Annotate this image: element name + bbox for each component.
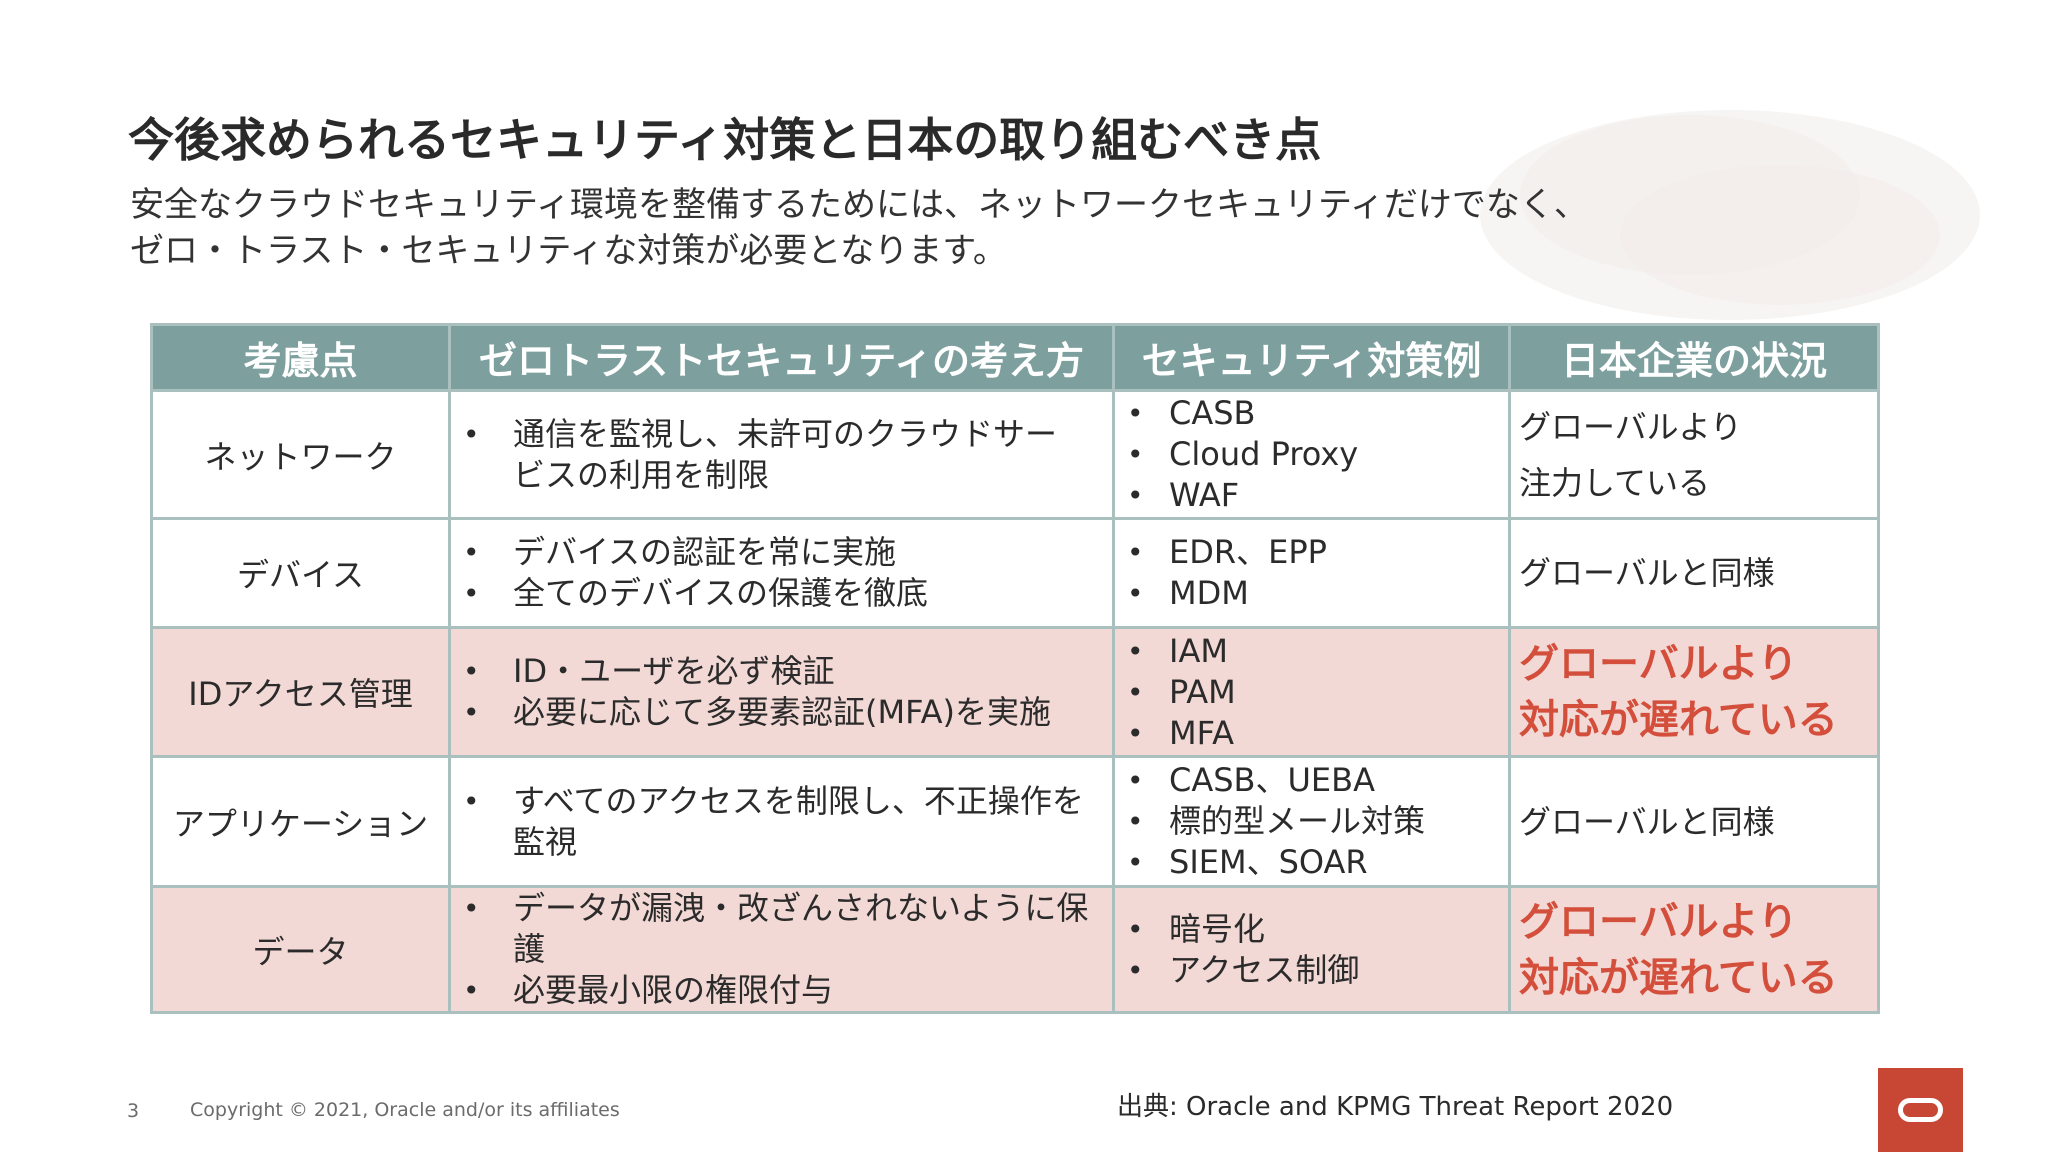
- status-cell: グローバルより 対応が遅れている: [1508, 885, 1880, 1014]
- status-line: グローバルと同様: [1519, 554, 1775, 592]
- status-cell: グローバルと同様: [1508, 517, 1880, 629]
- approach-cell: デバイスの認証を常に実施 全てのデバイスの保護を徹底: [448, 517, 1115, 629]
- status-cell: グローバルより 対応が遅れている: [1508, 626, 1880, 758]
- approach-cell: 通信を監視し、未許可のクラウドサービスの利用を制限: [448, 389, 1115, 520]
- topic-cell: ネットワーク: [150, 389, 451, 520]
- approach-item: 通信を監視し、未許可のクラウドサービスの利用を制限: [459, 414, 1073, 496]
- column-header: 日本企業の状況: [1508, 323, 1880, 392]
- approach-cell: データが漏洩・改ざんされないように保護 必要最小限の権限付与: [448, 885, 1115, 1014]
- example-item: IAM: [1123, 631, 1500, 672]
- approach-item: 必要最小限の権限付与: [459, 970, 1104, 1011]
- page-title: 今後求められるセキュリティ対策と日本の取り組むべき点: [128, 113, 1322, 167]
- decorative-pattern: [1480, 110, 1980, 320]
- oracle-logo-icon: [1878, 1068, 1963, 1152]
- approach-item: 全てのデバイスの保護を徹底: [459, 573, 1104, 614]
- status-cell: グローバルより 注力している: [1508, 389, 1880, 520]
- table-row: データ データが漏洩・改ざんされないように保護 必要最小限の権限付与 暗号化 ア…: [150, 885, 1880, 1014]
- examples-cell: IAM PAM MFA: [1112, 626, 1511, 758]
- status-line: グローバルより: [1519, 641, 1798, 687]
- subtitle-line: ゼロ・トラスト・セキュリティな対策が必要となります。: [130, 231, 1007, 271]
- status-line: グローバルと同様: [1519, 802, 1775, 841]
- example-item: CASB、UEBA: [1123, 760, 1500, 801]
- topic-cell: デバイス: [150, 517, 451, 629]
- table-header-row: 考慮点 ゼロトラストセキュリティの考え方 セキュリティ対策例 日本企業の状況: [150, 323, 1880, 392]
- subtitle-line: 安全なクラウドセキュリティ環境を整備するためには、ネットワークセキュリティだけで…: [130, 185, 1588, 225]
- copyright-text: Copyright © 2021, Oracle and/or its affi…: [190, 1099, 620, 1121]
- topic-cell: アプリケーション: [150, 755, 451, 888]
- column-header: セキュリティ対策例: [1112, 323, 1511, 392]
- examples-cell: 暗号化 アクセス制御: [1112, 885, 1511, 1014]
- security-comparison-table: 考慮点 ゼロトラストセキュリティの考え方 セキュリティ対策例 日本企業の状況 ネ…: [150, 323, 1880, 1014]
- status-line: 注力している: [1519, 463, 1711, 502]
- approach-item: 必要に応じて多要素認証(MFA)を実施: [459, 692, 1104, 733]
- table-row: IDアクセス管理 ID・ユーザを必ず検証 必要に応じて多要素認証(MFA)を実施…: [150, 626, 1880, 758]
- approach-cell: すべてのアクセスを制限し、不正操作を監視: [448, 755, 1115, 888]
- example-item: WAF: [1123, 475, 1500, 516]
- example-item: PAM: [1123, 672, 1500, 713]
- approach-item: デバイスの認証を常に実施: [459, 532, 1104, 573]
- status-line: 対応が遅れている: [1519, 697, 1838, 743]
- status-line: グローバルより: [1519, 407, 1743, 446]
- topic-cell: データ: [150, 885, 451, 1014]
- example-item: SIEM、SOAR: [1123, 842, 1500, 883]
- status-cell: グローバルと同様: [1508, 755, 1880, 888]
- approach-item: すべてのアクセスを制限し、不正操作を監視: [459, 781, 1104, 863]
- approach-item: ID・ユーザを必ず検証: [459, 651, 1104, 692]
- approach-cell: ID・ユーザを必ず検証 必要に応じて多要素認証(MFA)を実施: [448, 626, 1115, 758]
- example-item: EDR、EPP: [1123, 532, 1500, 573]
- example-item: 暗号化: [1123, 909, 1500, 950]
- example-item: CASB: [1123, 393, 1500, 434]
- topic-cell: IDアクセス管理: [150, 626, 451, 758]
- page-subtitle: 安全なクラウドセキュリティ環境を整備するためには、ネットワークセキュリティだけで…: [130, 182, 1588, 274]
- column-header: 考慮点: [150, 323, 451, 392]
- oracle-ring-icon: [1898, 1098, 1943, 1122]
- examples-cell: EDR、EPP MDM: [1112, 517, 1511, 629]
- status-line: グローバルより: [1519, 898, 1798, 945]
- example-item: MFA: [1123, 713, 1500, 754]
- example-item: アクセス制御: [1123, 950, 1500, 991]
- status-line: 対応が遅れている: [1519, 954, 1838, 1001]
- page-number: 3: [127, 1100, 140, 1122]
- column-header: ゼロトラストセキュリティの考え方: [448, 323, 1115, 392]
- source-citation: 出典: Oracle and KPMG Threat Report 2020: [1117, 1092, 1674, 1122]
- example-item: MDM: [1123, 573, 1500, 614]
- table-row: ネットワーク 通信を監視し、未許可のクラウドサービスの利用を制限 CASB Cl…: [150, 389, 1880, 520]
- table-row: アプリケーション すべてのアクセスを制限し、不正操作を監視 CASB、UEBA …: [150, 755, 1880, 888]
- table-row: デバイス デバイスの認証を常に実施 全てのデバイスの保護を徹底 EDR、EPP …: [150, 517, 1880, 629]
- examples-cell: CASB Cloud Proxy WAF: [1112, 389, 1511, 520]
- example-item: Cloud Proxy: [1123, 434, 1500, 475]
- examples-cell: CASB、UEBA 標的型メール対策 SIEM、SOAR: [1112, 755, 1511, 888]
- example-item: 標的型メール対策: [1123, 801, 1500, 842]
- approach-item: データが漏洩・改ざんされないように保護: [459, 888, 1104, 970]
